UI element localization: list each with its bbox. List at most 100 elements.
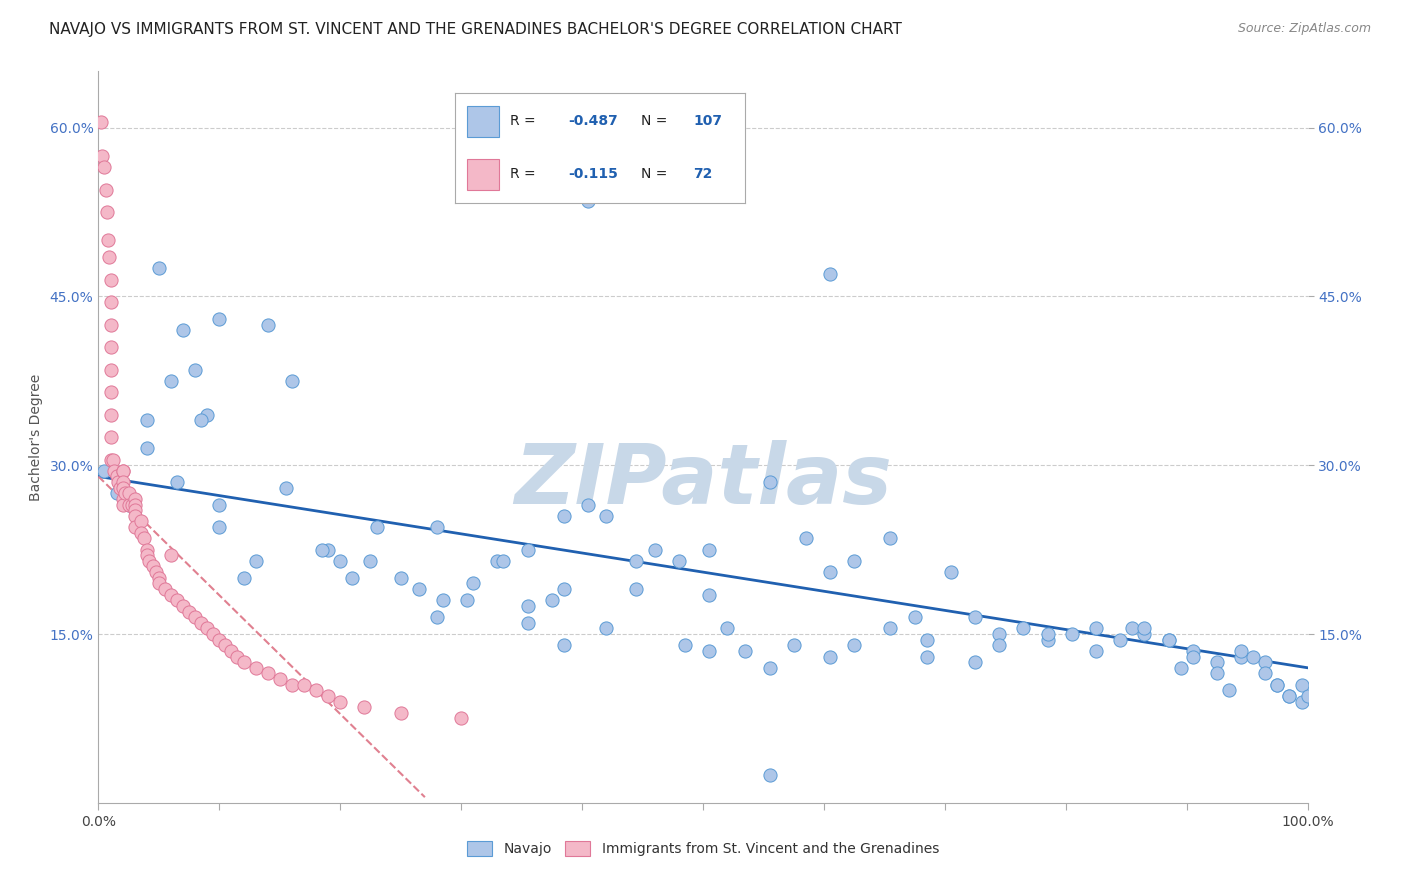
Point <box>111 475 134 489</box>
Point <box>94 182 117 196</box>
Point <box>1157 632 1180 647</box>
Point <box>97 233 120 247</box>
Point <box>818 649 841 664</box>
Point <box>153 582 176 596</box>
Point <box>626 582 648 596</box>
Point <box>988 638 1011 652</box>
Point <box>96 205 118 219</box>
Point <box>553 508 575 523</box>
Point <box>105 469 128 483</box>
Point <box>208 520 231 534</box>
Point <box>172 599 194 613</box>
Point <box>111 464 134 478</box>
Point <box>118 498 141 512</box>
Point <box>208 312 231 326</box>
Point <box>1036 632 1059 647</box>
Point <box>226 649 249 664</box>
Point <box>274 481 297 495</box>
Point <box>100 408 122 422</box>
Point <box>360 554 382 568</box>
Point <box>1133 627 1156 641</box>
Point <box>269 672 291 686</box>
Point <box>408 582 430 596</box>
Point <box>915 649 938 664</box>
Point <box>135 442 157 456</box>
Point <box>1241 649 1264 664</box>
Point <box>129 525 152 540</box>
Point <box>179 605 201 619</box>
Point <box>232 571 254 585</box>
Point <box>1291 694 1313 708</box>
Point <box>256 666 278 681</box>
Point <box>879 532 901 546</box>
Point <box>1267 678 1289 692</box>
Point <box>135 548 157 562</box>
Point <box>100 318 122 332</box>
Point <box>124 491 146 506</box>
Point <box>121 498 143 512</box>
Point <box>111 498 134 512</box>
Point <box>184 610 207 624</box>
Point <box>576 498 599 512</box>
Point <box>1012 621 1035 635</box>
Point <box>245 554 267 568</box>
Legend: Navajo, Immigrants from St. Vincent and the Grenadines: Navajo, Immigrants from St. Vincent and … <box>461 836 945 862</box>
Point <box>108 481 131 495</box>
Point <box>118 498 141 512</box>
Point <box>673 638 696 652</box>
Point <box>818 267 841 281</box>
Point <box>311 542 333 557</box>
Point <box>129 515 152 529</box>
Point <box>844 638 866 652</box>
Point <box>426 610 449 624</box>
Point <box>844 554 866 568</box>
Point <box>232 655 254 669</box>
Point <box>492 554 515 568</box>
Point <box>1085 621 1108 635</box>
Point <box>516 542 538 557</box>
Point <box>965 655 987 669</box>
Point <box>138 554 160 568</box>
Point <box>316 689 339 703</box>
Point <box>697 644 720 658</box>
Point <box>697 137 720 152</box>
Point <box>697 588 720 602</box>
Point <box>184 362 207 376</box>
Point <box>90 115 112 129</box>
Point <box>111 491 134 506</box>
Point <box>1230 644 1253 658</box>
Point <box>148 261 170 276</box>
Point <box>965 610 987 624</box>
Point <box>135 542 157 557</box>
Point <box>758 767 780 781</box>
Point <box>190 413 212 427</box>
Point <box>111 481 134 495</box>
Point <box>305 683 328 698</box>
Point <box>576 194 599 208</box>
Point <box>644 542 666 557</box>
Point <box>342 571 364 585</box>
Text: Source: ZipAtlas.com: Source: ZipAtlas.com <box>1237 22 1371 36</box>
Point <box>114 486 136 500</box>
Point <box>915 632 938 647</box>
Point <box>98 250 121 264</box>
Point <box>100 385 122 400</box>
Point <box>103 464 125 478</box>
Point <box>166 593 188 607</box>
Point <box>1085 644 1108 658</box>
Point <box>904 610 927 624</box>
Point <box>716 621 738 635</box>
Point <box>1121 621 1143 635</box>
Point <box>595 508 617 523</box>
Point <box>794 532 817 546</box>
Point <box>1206 655 1229 669</box>
Point <box>329 554 352 568</box>
Point <box>93 160 115 174</box>
Point <box>221 644 243 658</box>
Point <box>329 694 352 708</box>
Point <box>758 475 780 489</box>
Point <box>111 464 134 478</box>
Point <box>782 638 804 652</box>
Point <box>100 430 122 444</box>
Point <box>195 621 218 635</box>
